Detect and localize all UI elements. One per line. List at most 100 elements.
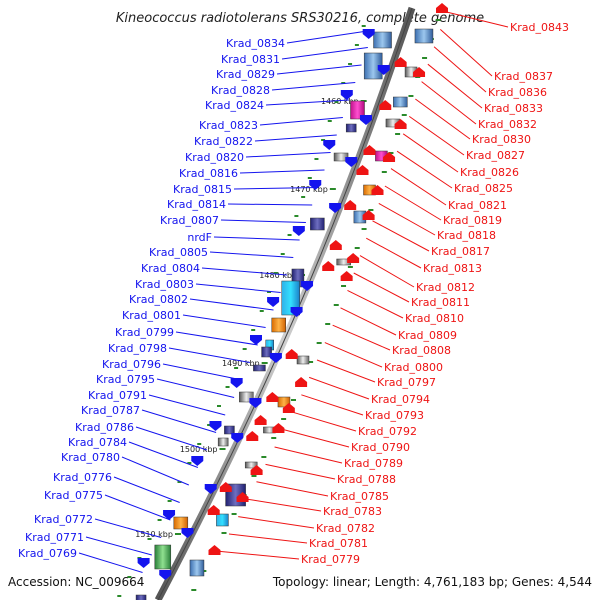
reverse-leader-line bbox=[402, 133, 459, 173]
gene-label[interactable]: Krad_0807 bbox=[160, 214, 219, 227]
gene-label[interactable]: Krad_0772 bbox=[34, 513, 93, 526]
gene-label[interactable]: Krad_0814 bbox=[167, 198, 226, 211]
gene-label[interactable]: Krad_0782 bbox=[316, 522, 375, 535]
gene-label[interactable]: Krad_0802 bbox=[129, 293, 188, 306]
gene-label[interactable]: Krad_0776 bbox=[53, 471, 112, 484]
gene-label[interactable]: Krad_0810 bbox=[405, 312, 464, 325]
gene-label[interactable]: Krad_0825 bbox=[454, 182, 513, 195]
forward-leader-line bbox=[233, 187, 319, 190]
gene-label[interactable]: Krad_0799 bbox=[115, 326, 174, 339]
gene-label[interactable]: Krad_0793 bbox=[365, 409, 424, 422]
gene-label[interactable]: Krad_0826 bbox=[460, 166, 519, 179]
gene-label[interactable]: Krad_0797 bbox=[377, 376, 436, 389]
forward-gene-box bbox=[261, 346, 272, 358]
gene-label[interactable]: Krad_0819 bbox=[443, 214, 502, 227]
gene-label[interactable]: Krad_0817 bbox=[431, 245, 490, 258]
gene-label[interactable]: Krad_0790 bbox=[351, 441, 410, 454]
gene-label[interactable]: Krad_0805 bbox=[149, 246, 208, 259]
gene-label[interactable]: Krad_0816 bbox=[179, 167, 238, 180]
gene-label[interactable]: Krad_0783 bbox=[323, 505, 382, 518]
forward-leader-line bbox=[148, 394, 226, 416]
gene-label[interactable]: Krad_0771 bbox=[25, 531, 84, 544]
gene-label[interactable]: Krad_0821 bbox=[448, 199, 507, 212]
gene-label[interactable]: Krad_0769 bbox=[18, 547, 77, 560]
gene-label[interactable]: Krad_0781 bbox=[309, 537, 368, 550]
reverse-leader-line bbox=[274, 446, 343, 464]
gene-label[interactable]: Krad_0788 bbox=[337, 473, 396, 486]
gene-label[interactable]: Krad_0787 bbox=[81, 404, 140, 417]
reverse-gene-arrow bbox=[250, 465, 263, 475]
gene-label[interactable]: Krad_0830 bbox=[472, 133, 531, 146]
gene-label[interactable]: Krad_0794 bbox=[371, 393, 430, 406]
reverse-gene-arrow bbox=[329, 240, 342, 250]
forward-gene-box bbox=[373, 31, 392, 49]
reverse-leader-line bbox=[340, 307, 397, 336]
reverse-gene-arrow bbox=[362, 210, 375, 220]
gene-label[interactable]: Krad_0784 bbox=[68, 436, 127, 449]
gene-label[interactable]: Krad_0823 bbox=[199, 119, 258, 132]
gene-label[interactable]: Krad_0813 bbox=[423, 262, 482, 275]
gene-label[interactable]: Krad_0828 bbox=[211, 84, 270, 97]
gene-label[interactable]: Krad_0796 bbox=[102, 358, 161, 371]
reverse-gene-arrow bbox=[394, 57, 407, 67]
reverse-gene-box bbox=[393, 96, 408, 108]
gene-label[interactable]: Krad_0833 bbox=[484, 102, 543, 115]
gene-label[interactable]: Krad_0803 bbox=[135, 278, 194, 291]
gene-label[interactable]: Krad_0808 bbox=[392, 344, 451, 357]
gene-label[interactable]: Krad_0791 bbox=[88, 389, 147, 402]
reverse-gene-arrow bbox=[272, 423, 285, 433]
gene-label[interactable]: Krad_0785 bbox=[330, 490, 389, 503]
scale-tick-label: 1480 kbp bbox=[259, 271, 297, 280]
gene-label[interactable]: Krad_0837 bbox=[494, 70, 553, 83]
forward-leader-line bbox=[209, 251, 294, 258]
gene-label[interactable]: Krad_0800 bbox=[384, 361, 443, 374]
reverse-leader-line bbox=[265, 463, 336, 480]
gene-label[interactable]: Krad_0801 bbox=[122, 309, 181, 322]
gene-label[interactable]: Krad_0827 bbox=[466, 149, 525, 162]
gene-label[interactable]: Krad_0786 bbox=[75, 421, 134, 434]
forward-leader-line bbox=[135, 426, 208, 451]
gene-label[interactable]: nrdF bbox=[187, 231, 212, 244]
reverse-gene-box bbox=[189, 559, 205, 577]
reverse-leader-line bbox=[324, 342, 383, 368]
gene-label[interactable]: Krad_0820 bbox=[185, 151, 244, 164]
reverse-leader-line bbox=[228, 533, 308, 544]
gene-label[interactable]: Krad_0831 bbox=[221, 53, 280, 66]
gene-label[interactable]: Krad_0789 bbox=[344, 457, 403, 470]
gene-label[interactable]: Krad_0798 bbox=[108, 342, 167, 355]
reverse-gene-labels: Krad_0843 Krad_0837 Krad_0836 Krad_0833 … bbox=[301, 21, 569, 566]
forward-gene-arrow bbox=[292, 226, 305, 236]
scale-ticks: 1460 kbp 1470 kbp 1480 kbp 1490 kbp 1500 kbp… bbox=[117, 19, 441, 597]
forward-leader-line bbox=[220, 219, 306, 223]
gene-label[interactable]: Krad_0811 bbox=[411, 296, 470, 309]
gene-label[interactable]: Krad_0836 bbox=[488, 86, 547, 99]
forward-gene-arrow bbox=[249, 398, 262, 408]
forward-gene-box bbox=[217, 437, 229, 447]
gene-label[interactable]: Krad_0780 bbox=[61, 451, 120, 464]
gene-label[interactable]: Krad_0812 bbox=[416, 281, 475, 294]
gene-label[interactable]: Krad_0775 bbox=[44, 489, 103, 502]
gene-label[interactable]: Krad_0843 bbox=[510, 21, 569, 34]
gene-label[interactable]: Krad_0834 bbox=[226, 37, 285, 50]
forward-leader-line bbox=[245, 152, 331, 158]
gene-label[interactable]: Krad_0795 bbox=[96, 373, 155, 386]
forward-leader-line bbox=[189, 298, 274, 311]
gene-label[interactable]: Krad_0829 bbox=[216, 68, 275, 81]
gene-label[interactable]: Krad_0824 bbox=[205, 99, 264, 112]
gene-label[interactable]: Krad_0809 bbox=[398, 329, 457, 342]
reverse-gene-arrow bbox=[413, 67, 426, 77]
scale-tick-label: 1490 kbp bbox=[222, 359, 260, 368]
gene-label[interactable]: Krad_0832 bbox=[478, 118, 537, 131]
gene-label[interactable]: Krad_0818 bbox=[437, 229, 496, 242]
forward-leader-line bbox=[239, 169, 325, 174]
forward-leader-line bbox=[168, 347, 250, 363]
forward-leader-line bbox=[201, 267, 288, 276]
reverse-leader-line bbox=[316, 359, 376, 383]
reverse-leader-line bbox=[446, 11, 509, 28]
gene-label[interactable]: Krad_0815 bbox=[173, 183, 232, 196]
gene-label[interactable]: Krad_0779 bbox=[301, 553, 360, 566]
forward-gene-arrow bbox=[230, 378, 243, 388]
gene-label[interactable]: Krad_0804 bbox=[141, 262, 200, 275]
gene-label[interactable]: Krad_0822 bbox=[194, 135, 253, 148]
gene-label[interactable]: Krad_0792 bbox=[358, 425, 417, 438]
